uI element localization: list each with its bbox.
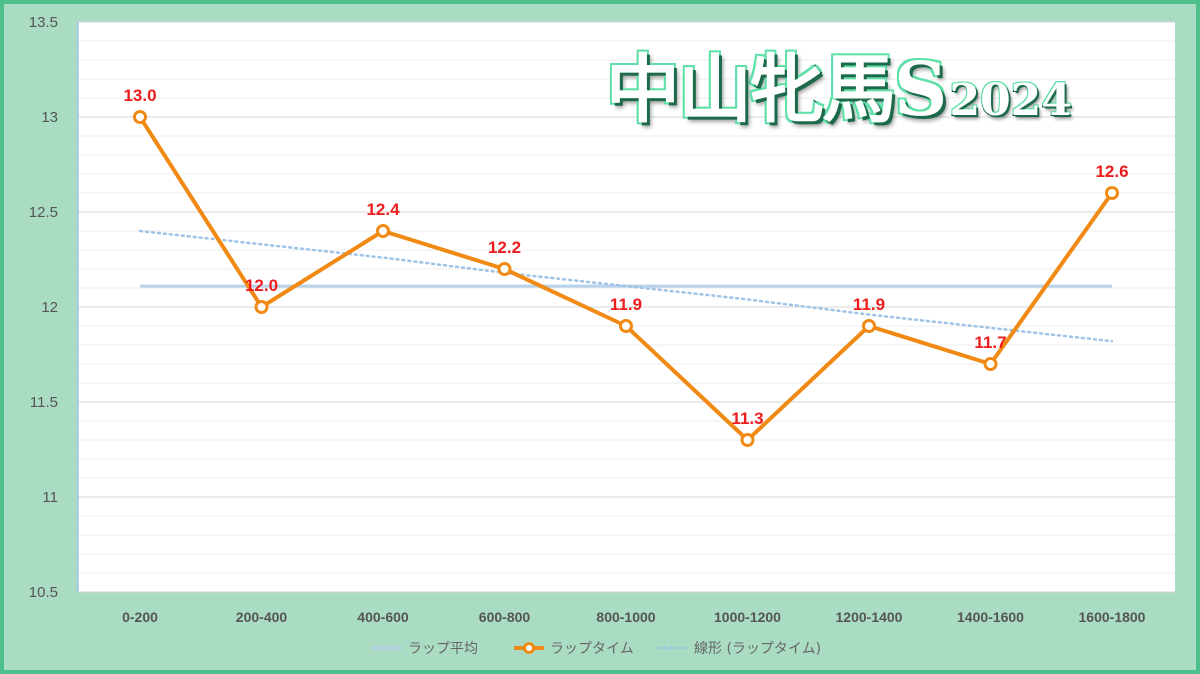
series-line-trend bbox=[138, 229, 1114, 343]
data-labels: 13.0 12.0 12.4 12.2 11.9 11.3 11.9 11.7 12.6 bbox=[123, 86, 1128, 428]
legend-label: ラップタイム bbox=[550, 641, 634, 657]
x-tick-label: 0-200 bbox=[122, 609, 158, 625]
x-tick-label: 1400-1600 bbox=[957, 609, 1024, 625]
y-tick-label: 11.5 bbox=[30, 394, 58, 411]
data-label: 12.0 bbox=[245, 276, 278, 295]
y-tick-labels: 10.5 11 11.5 12 12.5 13 13.5 bbox=[29, 14, 58, 601]
x-tick-label: 200-400 bbox=[236, 609, 288, 625]
y-tick-label: 13.5 bbox=[29, 14, 58, 31]
y-tick-label: 10.5 bbox=[29, 584, 58, 601]
x-tick-label: 1600-1800 bbox=[1079, 609, 1146, 625]
x-tick-label: 400-600 bbox=[357, 609, 409, 625]
lap-time-point bbox=[133, 110, 147, 124]
data-label: 12.6 bbox=[1095, 162, 1128, 181]
lap-time-point bbox=[983, 357, 998, 371]
legend-marker-lap-time bbox=[523, 642, 535, 654]
y-tick-label: 13 bbox=[41, 109, 58, 126]
x-tick-labels: 0-200 200-400 400-600 600-800 800-1000 1000-1… bbox=[122, 609, 1146, 625]
data-label: 11.9 bbox=[610, 295, 642, 314]
title-main-text: 中山牝馬S bbox=[604, 46, 948, 135]
lap-time-point bbox=[497, 262, 512, 276]
data-label: 11.7 bbox=[974, 333, 1006, 352]
series-layer bbox=[133, 110, 1119, 447]
lap-time-point bbox=[862, 319, 876, 333]
lap-time-point bbox=[1105, 186, 1119, 200]
legend-label: ラップ平均 bbox=[408, 641, 478, 657]
lap-time-point bbox=[619, 319, 633, 333]
legend-label: 線形 (ラップタイム) bbox=[694, 641, 821, 657]
data-label: 11.9 bbox=[853, 295, 885, 314]
x-tick-label: 1200-1400 bbox=[836, 609, 903, 625]
chart-title: 中山牝馬S2024 bbox=[604, 40, 1072, 140]
data-label: 11.3 bbox=[731, 409, 763, 428]
data-label: 12.2 bbox=[488, 238, 521, 257]
y-tick-label: 11 bbox=[42, 489, 58, 506]
y-tick-label: 12 bbox=[41, 299, 58, 316]
x-tick-label: 1000-1200 bbox=[714, 609, 781, 625]
x-tick-label: 800-1000 bbox=[596, 609, 655, 625]
data-label: 12.4 bbox=[366, 200, 400, 219]
data-label: 13.0 bbox=[123, 86, 156, 105]
lap-time-point bbox=[740, 433, 755, 447]
legend: ラップ平均 ラップタイム 線形 (ラップタイム) bbox=[372, 641, 821, 657]
gridlines bbox=[78, 21, 1175, 593]
x-tick-label: 600-800 bbox=[479, 609, 531, 625]
y-tick-label: 12.5 bbox=[29, 204, 58, 221]
lap-time-point bbox=[376, 224, 390, 238]
lap-time-point bbox=[254, 300, 269, 314]
title-year-text: 2024 bbox=[948, 74, 1072, 127]
